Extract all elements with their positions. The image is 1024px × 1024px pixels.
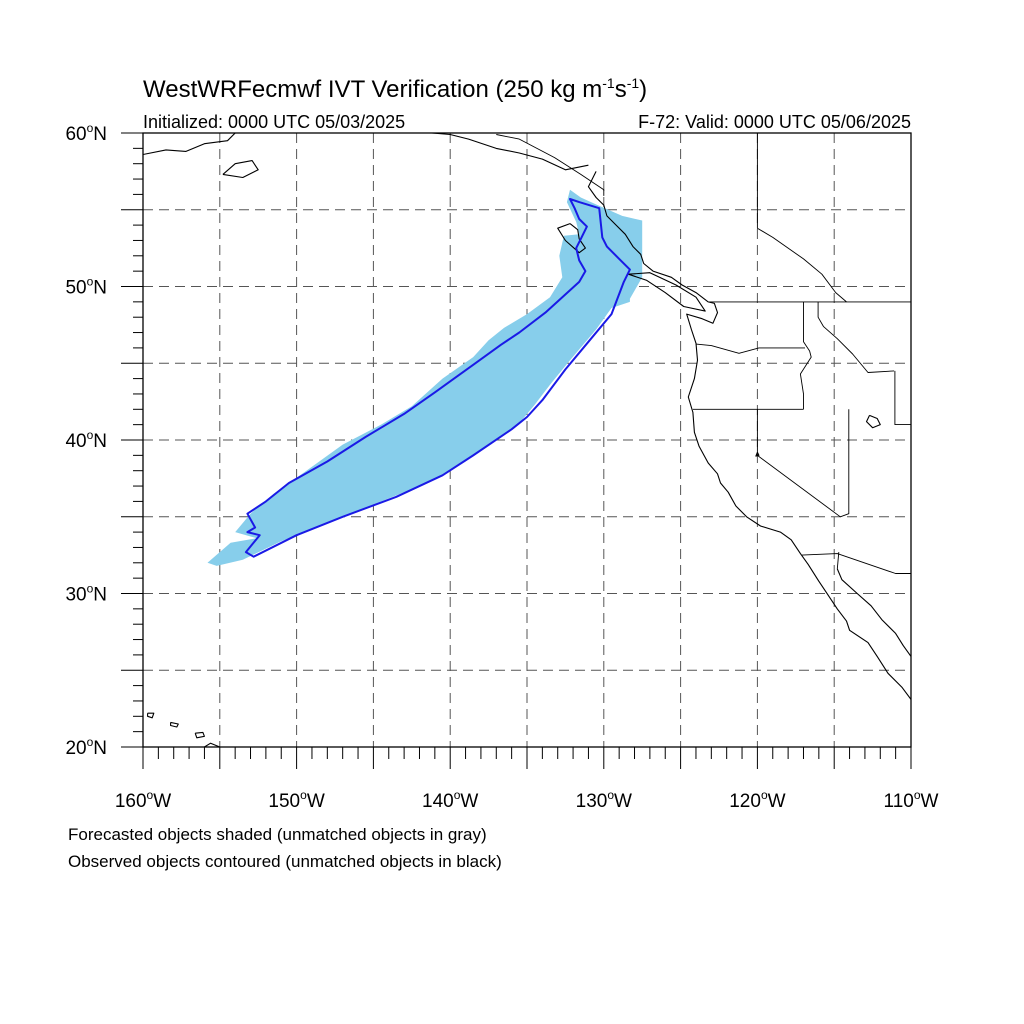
great-salt-lake-line xyxy=(865,414,881,429)
observed-ivt-contour xyxy=(244,198,631,558)
vancouver-island-line xyxy=(628,272,706,312)
lat-tick-label: 20oN xyxy=(65,735,107,759)
border-nevada-east-line xyxy=(840,409,850,518)
lon-tick-label: 160oW xyxy=(115,788,171,812)
axis-tick-labels: 20oN 30oN 40oN 50oN 60oN 160oW 150oW 140oW 130oW… xyxy=(65,121,938,812)
lat-tick-label: 50oN xyxy=(65,275,107,299)
haida-gwaii-line xyxy=(557,223,586,254)
lon-tick-label: 110oW xyxy=(884,788,939,812)
lat-tick-label: 40oN xyxy=(65,428,107,452)
gulf-of-california-east-line xyxy=(836,568,911,657)
hawaii-maui-line xyxy=(194,731,205,739)
axis-ticks xyxy=(121,132,912,769)
forecast-objects-layer xyxy=(207,189,643,566)
coastlines-and-borders xyxy=(143,133,911,747)
border-idaho-west-line xyxy=(799,301,812,410)
lat-tick-label: 60oN xyxy=(65,121,107,145)
map-title: WestWRFecmwf IVT Verification (250 kg m-… xyxy=(143,75,647,103)
border-or-wa-line xyxy=(695,343,805,354)
border-mexico-baja-line xyxy=(836,552,840,569)
border-utah-wy-line xyxy=(894,370,911,426)
lon-tick-label: 120oW xyxy=(729,788,785,812)
lon-tick-label: 140oW xyxy=(422,788,478,812)
border-arizona-south-line xyxy=(801,553,911,574)
valid-time: F-72: Valid: 0000 UTC 05/06/2025 xyxy=(638,112,911,132)
lake-tahoe-line xyxy=(755,452,760,457)
coast-alaska-panhandle-line xyxy=(431,133,589,171)
coast-north-america-line xyxy=(587,171,911,700)
border-alaska-bc-line xyxy=(496,134,605,196)
border-idaho-montana-line xyxy=(817,301,895,373)
lon-tick-label: 130oW xyxy=(576,788,632,812)
alaska-peninsula-line xyxy=(143,133,236,156)
caption-forecast: Forecasted objects shaded (unmatched obj… xyxy=(68,825,487,844)
caption-observed: Observed objects contoured (unmatched ob… xyxy=(68,852,502,871)
lat-lon-gridlines xyxy=(143,133,911,747)
observed-objects-layer xyxy=(244,198,631,558)
forecast-ivt-object xyxy=(207,189,643,566)
initialized-time: Initialized: 0000 UTC 05/03/2025 xyxy=(143,112,405,132)
lon-tick-label: 150oW xyxy=(268,788,324,812)
hawaii-kauai-line xyxy=(147,712,155,719)
border-ca-nevada-line xyxy=(756,409,841,518)
kodiak-island-line xyxy=(222,160,259,179)
lat-tick-label: 30oN xyxy=(65,582,107,606)
hawaii-big-island-line xyxy=(204,742,221,747)
border-bc-alberta-line xyxy=(756,133,847,303)
hawaii-oahu-line xyxy=(170,721,179,728)
